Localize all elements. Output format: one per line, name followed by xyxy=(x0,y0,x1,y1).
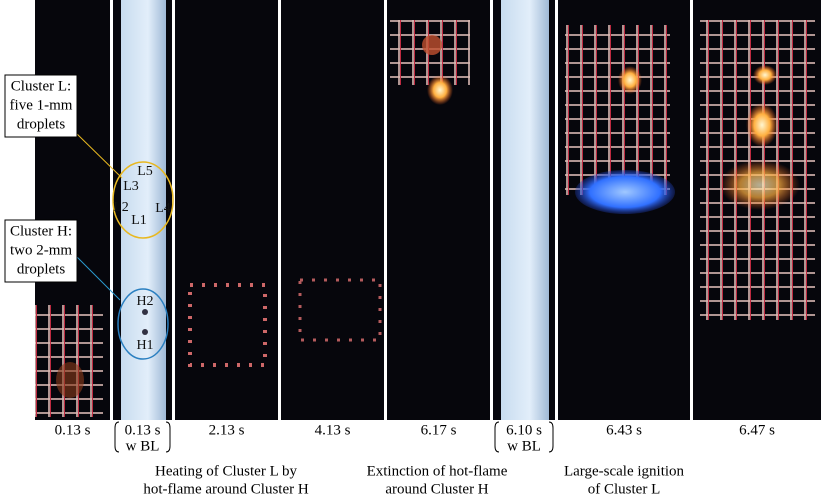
panel-time: 4.13 s xyxy=(315,422,351,438)
bracket xyxy=(114,421,171,453)
callout-line: five 1-mm xyxy=(10,97,73,113)
panel-time: 0.13 s xyxy=(55,422,91,438)
panel-note: w BL xyxy=(507,438,541,454)
caption-line: around Cluster H xyxy=(385,481,488,497)
boundary-layer xyxy=(121,0,166,420)
caption-line: Extinction of hot-flame xyxy=(367,463,508,479)
droplet-label: L4 xyxy=(155,201,171,216)
droplet-label: H2 xyxy=(136,294,153,309)
panel-time: 0.13 s xyxy=(125,422,161,438)
callouts: Cluster L: five 1-mm droplets Cluster H: two… xyxy=(4,74,78,283)
panel-time: 2.13 s xyxy=(209,422,245,438)
panel-time: 6.43 s xyxy=(606,422,642,438)
callout-box xyxy=(4,219,78,283)
caption-line: Heating of Cluster L by xyxy=(155,463,297,479)
panel-time: 6.17 s xyxy=(421,422,457,438)
callout-line: Cluster H: xyxy=(10,223,72,239)
callout-line: droplets xyxy=(17,261,65,277)
boundary-layer xyxy=(501,0,549,420)
droplet-label: L5 xyxy=(137,164,153,179)
droplet-label: L2 xyxy=(113,200,129,215)
droplet-markers xyxy=(74,131,174,360)
droplet-label: H1 xyxy=(136,338,153,353)
panel xyxy=(175,0,278,420)
panel-time: 6.47 s xyxy=(739,422,775,438)
caption-line: hot-flame around Cluster H xyxy=(143,481,309,497)
droplet-label: L3 xyxy=(123,179,139,194)
callout-line: droplets xyxy=(17,116,65,132)
droplet-label: L1 xyxy=(131,213,147,228)
panel-note: w BL xyxy=(126,438,160,454)
caption-line: of Cluster L xyxy=(588,481,661,497)
caption-line: Large-scale ignition xyxy=(564,463,685,479)
panel xyxy=(281,0,384,420)
bracket xyxy=(494,421,554,453)
flames xyxy=(35,20,815,417)
labels: 0.13 sw BL0.13 s 2.13 s 4.13 s 6.17 sw BL6.… xyxy=(55,164,776,497)
panel-time: 6.10 s xyxy=(506,422,542,438)
callout-line: Cluster L: xyxy=(11,78,71,94)
callout-box xyxy=(4,74,78,138)
callout-line: two 2-mm xyxy=(10,242,72,258)
panels xyxy=(35,0,821,420)
